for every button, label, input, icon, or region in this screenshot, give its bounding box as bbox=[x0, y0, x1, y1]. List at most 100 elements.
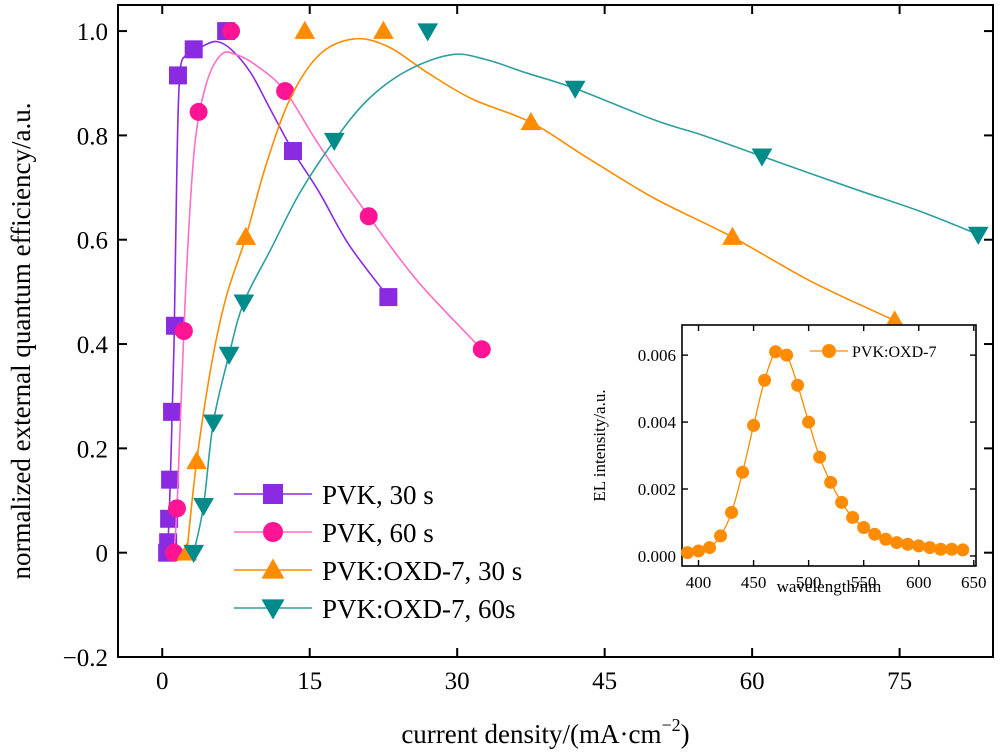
data-point bbox=[183, 544, 205, 564]
plot-frame bbox=[117, 4, 994, 658]
inset-data-point bbox=[681, 546, 695, 560]
inset-data-point bbox=[868, 527, 882, 541]
data-point bbox=[472, 340, 491, 359]
data-point bbox=[161, 470, 180, 489]
inset-data-point bbox=[835, 495, 849, 509]
inset-data-point bbox=[802, 415, 816, 429]
data-point bbox=[323, 132, 345, 151]
data-point bbox=[167, 499, 186, 518]
y-tick-label: 0 bbox=[96, 541, 109, 568]
inset-data-point bbox=[769, 345, 783, 359]
inset-x-tick-label: 400 bbox=[686, 573, 712, 592]
data-point bbox=[967, 226, 989, 245]
inset-x-axis-title: wavelength/nm bbox=[777, 577, 882, 596]
inset-data-point bbox=[824, 475, 838, 489]
x-axis-title-end: ) bbox=[681, 719, 690, 749]
inset-data-point bbox=[813, 450, 827, 464]
data-point bbox=[520, 112, 542, 131]
series-line bbox=[173, 51, 483, 553]
inset-data-point bbox=[846, 510, 860, 524]
data-point bbox=[222, 22, 241, 41]
inset-data-point bbox=[923, 541, 937, 555]
inset-x-tick-label: 450 bbox=[741, 573, 767, 592]
inset-x-tick-label: 600 bbox=[906, 573, 932, 592]
inset-y-tick-label: 0.000 bbox=[638, 547, 676, 566]
main-plot: 0 15 30 45 60 75 −0.2 0 0.2 0.4 0.6 0.8 1.0 current d… bbox=[6, 4, 994, 749]
data-point bbox=[564, 80, 586, 99]
inset-legend-label: PVK:OXD-7 bbox=[852, 344, 936, 361]
legend: PVK, 30 s PVK, 60 s PVK:OXD-7, 30 s PVK:OXD… bbox=[234, 480, 522, 624]
legend-marker bbox=[263, 484, 283, 504]
x-axis-title-main: current density/(mA·cm bbox=[401, 719, 661, 749]
inset-data-point bbox=[956, 543, 970, 557]
legend-label: PVK:OXD-7, 60s bbox=[322, 594, 516, 624]
inset-data-point bbox=[890, 536, 904, 550]
data-point bbox=[235, 226, 257, 245]
x-tick-label: 60 bbox=[740, 668, 765, 695]
inset-data-point bbox=[692, 544, 706, 558]
data-point bbox=[884, 310, 906, 329]
x-tick-label: 75 bbox=[887, 668, 912, 695]
inset-frame bbox=[681, 324, 977, 567]
data-point bbox=[168, 66, 187, 85]
data-point bbox=[193, 497, 214, 517]
inset-data-point bbox=[912, 539, 926, 553]
inset-series-group bbox=[681, 345, 970, 560]
data-point bbox=[294, 20, 316, 39]
x-axis-title: current density/(mA·cm−2) bbox=[401, 715, 689, 749]
series-group bbox=[165, 22, 491, 562]
y-axis-title: normalized external quantum efficiency/a… bbox=[6, 102, 36, 579]
legend-marker bbox=[261, 599, 285, 620]
y-tick-label: 0.4 bbox=[77, 332, 109, 359]
inset-data-point bbox=[934, 542, 948, 556]
data-point bbox=[186, 451, 208, 470]
y-tick-label: 1.0 bbox=[77, 19, 108, 46]
legend-marker bbox=[261, 558, 285, 579]
data-point bbox=[359, 207, 378, 226]
inset-x-tick-label: 550 bbox=[851, 573, 877, 592]
inset-legend-marker bbox=[822, 344, 836, 358]
inset-data-point bbox=[879, 532, 893, 546]
x-axis-title-exponent: −2 bbox=[662, 715, 681, 735]
inset-data-point bbox=[945, 542, 959, 556]
series-line bbox=[186, 37, 896, 553]
inset-data-point bbox=[901, 537, 915, 551]
inset-data-point bbox=[703, 541, 717, 555]
inset-y-tick-label: 0.004 bbox=[638, 413, 677, 432]
data-point bbox=[417, 23, 439, 42]
data-point bbox=[373, 20, 394, 39]
data-point bbox=[379, 288, 398, 307]
data-point bbox=[174, 322, 193, 340]
data-point bbox=[189, 102, 208, 121]
inset-plot: 400 450 500 550 600 650 0.000 0.002 0.004 0.006 wa… bbox=[590, 324, 987, 596]
x-tick-label: 15 bbox=[297, 668, 322, 695]
data-point bbox=[163, 402, 182, 421]
inset-x-tick-label: 650 bbox=[961, 573, 987, 592]
data-point bbox=[722, 226, 743, 245]
inset-y-axis-title: EL intensity/a.u. bbox=[590, 389, 609, 501]
series-group bbox=[183, 23, 989, 564]
series-group bbox=[176, 20, 906, 561]
legend-label: PVK, 60 s bbox=[322, 518, 434, 548]
inset-data-point bbox=[780, 348, 794, 362]
y-tick-label: 0.6 bbox=[77, 228, 108, 255]
inset-data-point bbox=[736, 465, 750, 479]
inset-data-point bbox=[747, 418, 761, 432]
legend-label: PVK:OXD-7, 30 s bbox=[322, 556, 522, 586]
data-point bbox=[284, 142, 302, 161]
data-point bbox=[203, 414, 224, 433]
legend-label: PVK, 30 s bbox=[322, 480, 434, 510]
inset-data-point bbox=[857, 521, 871, 535]
inset-data-point bbox=[725, 505, 739, 519]
inset-y-tick-label: 0.006 bbox=[638, 346, 676, 365]
x-tick-label: 30 bbox=[445, 668, 470, 695]
x-tick-label: 0 bbox=[156, 668, 169, 695]
y-tick-label: 0.8 bbox=[77, 123, 108, 150]
y-tick-label: 0.2 bbox=[77, 436, 108, 463]
legend-marker bbox=[263, 522, 283, 542]
data-point bbox=[184, 40, 203, 59]
data-point bbox=[751, 148, 773, 167]
inset-data-point bbox=[791, 378, 805, 392]
inset-data-point bbox=[758, 373, 772, 387]
